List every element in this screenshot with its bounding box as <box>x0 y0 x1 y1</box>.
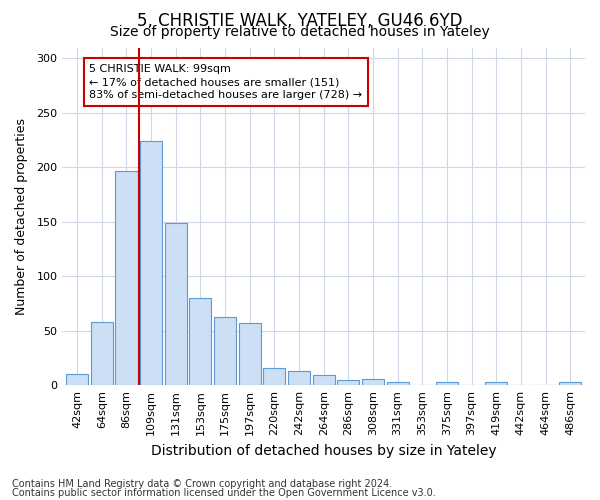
Y-axis label: Number of detached properties: Number of detached properties <box>15 118 28 315</box>
Bar <box>337 380 359 385</box>
Bar <box>140 141 162 385</box>
Bar <box>66 374 88 385</box>
Bar <box>288 371 310 385</box>
Text: Contains HM Land Registry data © Crown copyright and database right 2024.: Contains HM Land Registry data © Crown c… <box>12 479 392 489</box>
Bar <box>436 382 458 385</box>
Bar <box>115 170 137 385</box>
Bar <box>362 378 384 385</box>
Bar <box>189 298 211 385</box>
Bar <box>559 382 581 385</box>
Bar <box>485 382 508 385</box>
Text: 5, CHRISTIE WALK, YATELEY, GU46 6YD: 5, CHRISTIE WALK, YATELEY, GU46 6YD <box>137 12 463 30</box>
Bar <box>214 316 236 385</box>
X-axis label: Distribution of detached houses by size in Yateley: Distribution of detached houses by size … <box>151 444 496 458</box>
Bar <box>313 376 335 385</box>
Bar <box>263 368 286 385</box>
Bar <box>386 382 409 385</box>
Bar <box>164 223 187 385</box>
Bar <box>239 323 261 385</box>
Text: Contains public sector information licensed under the Open Government Licence v3: Contains public sector information licen… <box>12 488 436 498</box>
Bar <box>91 322 113 385</box>
Text: 5 CHRISTIE WALK: 99sqm
← 17% of detached houses are smaller (151)
83% of semi-de: 5 CHRISTIE WALK: 99sqm ← 17% of detached… <box>89 64 362 100</box>
Text: Size of property relative to detached houses in Yateley: Size of property relative to detached ho… <box>110 25 490 39</box>
